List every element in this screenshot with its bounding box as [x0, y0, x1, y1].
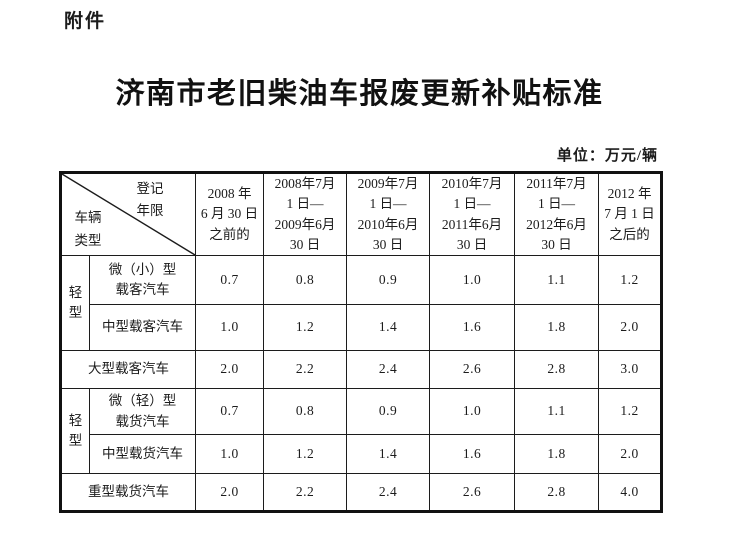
value-cell: 1.2: [598, 255, 662, 305]
value-cell: 1.6: [429, 434, 515, 474]
page-title: 济南市老旧柴油车报废更新补贴标准: [115, 78, 604, 110]
value-cell: 2.6: [429, 473, 515, 512]
value-cell: 2.2: [263, 473, 347, 512]
value-cell: 2.0: [598, 304, 662, 351]
row-label-micro-cargo: 微（轻）型 载货汽车: [89, 388, 196, 435]
row-label-large-passenger: 大型载客汽车: [60, 350, 196, 389]
col-header-2008-2009: 2008年7月 1 日— 2009年6月 30 日: [263, 172, 347, 256]
value-cell: 2.0: [598, 434, 662, 474]
table-header-row: 登记 年限 车辆 类型 2008 年 6 月 30 日 之前的 2008年7月 …: [60, 172, 662, 256]
value-cell: 1.0: [195, 434, 264, 474]
col-header-2011-2012: 2011年7月 1 日— 2012年6月 30 日: [514, 172, 599, 256]
table-row: 重型载货汽车 2.0 2.2 2.4 2.6 2.8 4.0: [60, 473, 662, 512]
value-cell: 2.0: [195, 350, 264, 389]
value-cell: 1.2: [263, 304, 347, 351]
value-cell: 2.8: [514, 350, 599, 389]
value-cell: 1.4: [346, 434, 430, 474]
value-cell: 2.0: [195, 473, 264, 512]
value-cell: 0.7: [195, 388, 264, 435]
value-cell: 1.2: [598, 388, 662, 435]
row-label-heavy-cargo: 重型载货汽车: [60, 473, 196, 512]
value-cell: 1.0: [195, 304, 264, 351]
value-cell: 0.9: [346, 388, 430, 435]
value-cell: 0.9: [346, 255, 430, 305]
value-cell: 0.8: [263, 388, 347, 435]
value-cell: 4.0: [598, 473, 662, 512]
col-header-before-2008: 2008 年 6 月 30 日 之前的: [195, 172, 264, 256]
value-cell: 1.0: [429, 255, 515, 305]
table-row: 中型载客汽车 1.0 1.2 1.4 1.6 1.8 2.0: [61, 304, 662, 351]
value-cell: 0.7: [195, 255, 264, 305]
value-cell: 1.8: [514, 434, 599, 474]
value-cell: 2.2: [263, 350, 347, 389]
value-cell: 2.6: [429, 350, 515, 389]
value-cell: 2.8: [514, 473, 599, 512]
row-label-micro-passenger: 微（小）型 载客汽车: [89, 255, 196, 305]
value-cell: 2.4: [346, 350, 430, 389]
value-cell: 1.1: [514, 388, 599, 435]
value-cell: 1.6: [429, 304, 515, 351]
group-label-light-type: 轻 型: [60, 255, 90, 351]
vehicle-type-label: 车辆 类型: [74, 210, 102, 248]
row-label-medium-cargo: 中型载货汽车: [89, 434, 196, 474]
value-cell: 2.4: [346, 473, 430, 512]
table-row: 轻 型 微（轻）型 载货汽车 0.7 0.8 0.9 1.0 1.1 1.2: [60, 388, 662, 474]
value-cell: 1.4: [346, 304, 430, 351]
row-label-medium-passenger: 中型载客汽车: [89, 304, 196, 351]
registration-period-label: 登记 年限: [136, 181, 164, 219]
group-label-light-type: 轻 型: [60, 388, 90, 474]
value-cell: 3.0: [598, 350, 662, 389]
col-header-after-2012: 2012 年 7 月 1 日 之后的: [598, 172, 662, 256]
col-header-2010-2011: 2010年7月 1 日— 2011年6月 30 日: [429, 172, 515, 256]
subsidy-table: 登记 年限 车辆 类型 2008 年 6 月 30 日 之前的 2008年7月 …: [59, 171, 663, 513]
value-cell: 1.1: [514, 255, 599, 305]
table-row: 轻 型 微（小）型 载客汽车 0.7 0.8 0.9 1.0 1.1 1.2: [60, 255, 662, 351]
corner-header-cell: 登记 年限 车辆 类型: [60, 172, 196, 256]
table-row: 大型载客汽车 2.0 2.2 2.4 2.6 2.8 3.0: [60, 350, 662, 389]
attachment-label: 附件: [64, 11, 107, 32]
col-header-2009-2010: 2009年7月 1 日— 2010年6月 30 日: [346, 172, 430, 256]
unit-note: 单位：万元/辆: [556, 148, 658, 164]
value-cell: 1.8: [514, 304, 599, 351]
table-row: 中型载货汽车 1.0 1.2 1.4 1.6 1.8 2.0: [61, 434, 662, 474]
value-cell: 1.0: [429, 388, 515, 435]
value-cell: 1.2: [263, 434, 347, 474]
diagonal-divider-line: [62, 174, 195, 255]
value-cell: 0.8: [263, 255, 347, 305]
